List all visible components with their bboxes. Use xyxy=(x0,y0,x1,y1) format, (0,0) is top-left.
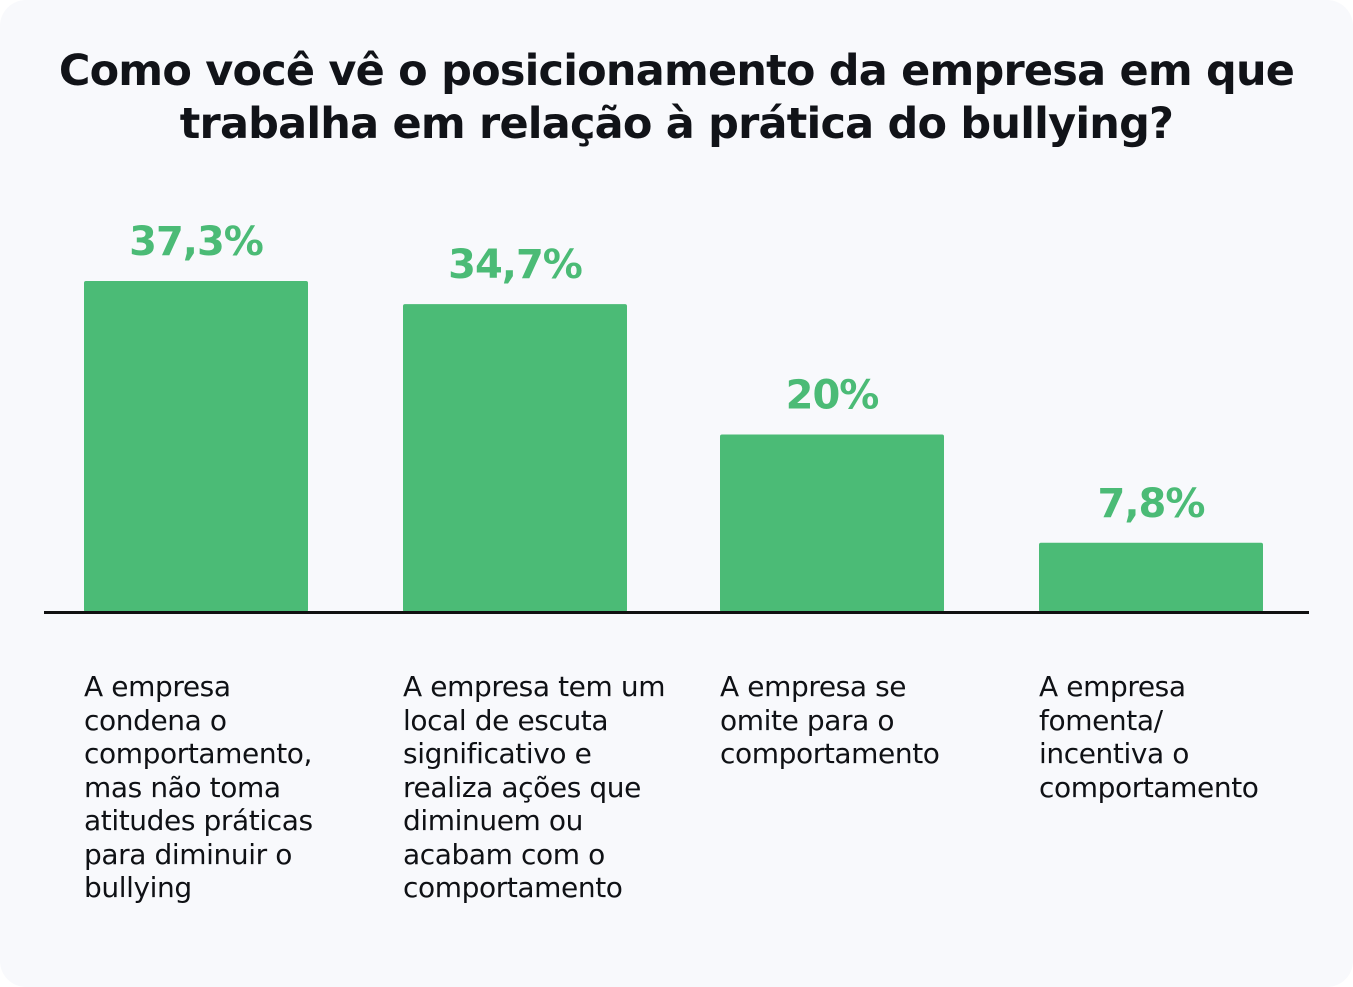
bar-1 xyxy=(84,281,308,612)
category-label-3: A empresa se omite para o comportamento xyxy=(720,670,940,770)
category-label-4: A empresa fomenta/ incentiva o comportam… xyxy=(1039,670,1259,804)
category-label-2: A empresa tem um local de escuta signifi… xyxy=(403,670,666,904)
bar-3 xyxy=(720,434,944,612)
value-label-2: 34,7% xyxy=(448,242,582,288)
value-label-4: 7,8% xyxy=(1098,481,1205,527)
value-label-1: 37,3% xyxy=(129,219,263,265)
value-label-3: 20% xyxy=(786,373,879,419)
bar-4 xyxy=(1039,542,1263,612)
bar-2 xyxy=(403,304,627,612)
chart-title: Como você vê o posicionamento da empresa… xyxy=(58,46,1295,149)
category-label-1: A empresa condena o comportamento, mas n… xyxy=(84,670,313,904)
